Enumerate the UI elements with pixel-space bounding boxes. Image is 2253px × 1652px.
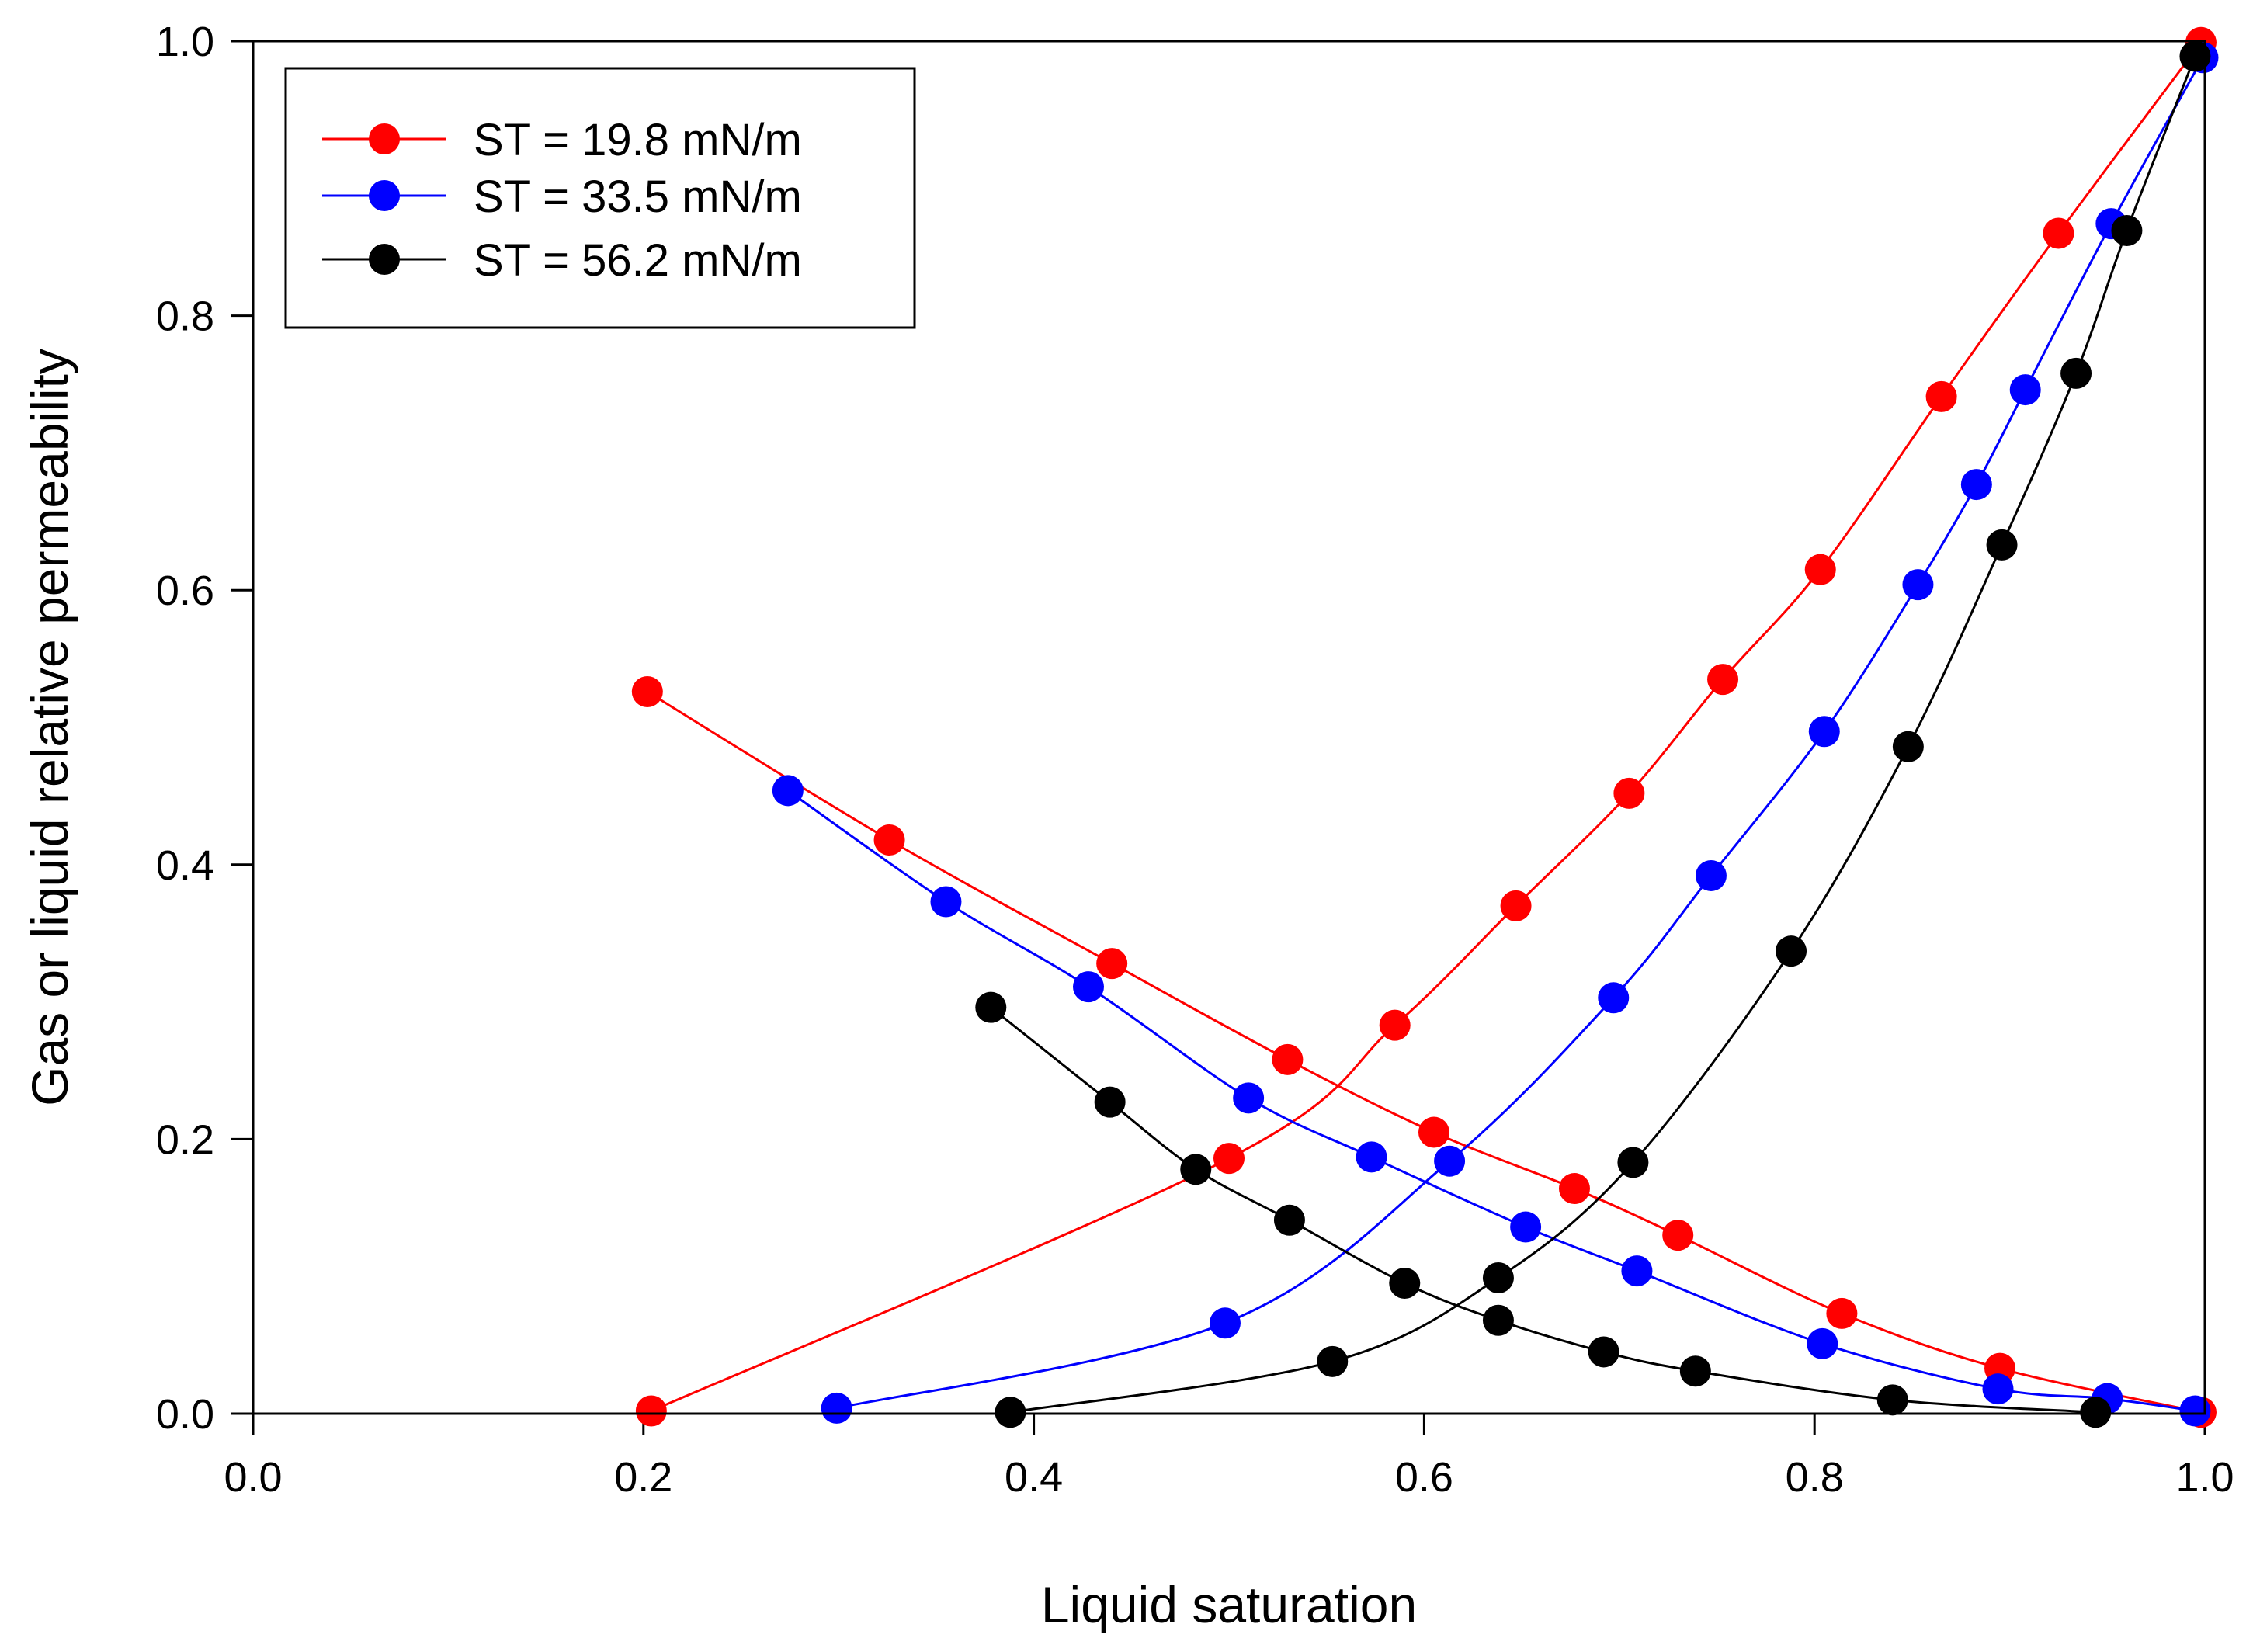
data-point-3-liquid [1617, 1147, 1649, 1178]
data-point-2-liquid [1695, 859, 1727, 891]
data-point-2-liquid [821, 1392, 852, 1424]
x-tick-label: 0.0 [224, 1454, 282, 1501]
data-point-1-liquid [1500, 890, 1532, 921]
data-point-3-liquid [1892, 731, 1924, 762]
x-tick-label: 0.6 [1395, 1454, 1453, 1501]
data-point-3-liquid [1776, 935, 1807, 967]
data-point-1-gas [1096, 948, 1128, 980]
data-point-3-gas [1482, 1304, 1514, 1336]
legend-marker [369, 180, 400, 211]
data-point-2-gas [1510, 1211, 1542, 1243]
data-point-1-liquid [1379, 1009, 1411, 1041]
data-point-3-liquid [2060, 357, 2092, 389]
data-point-3-liquid [2111, 214, 2143, 246]
legend-label: ST = 56.2 mN/m [474, 235, 802, 286]
data-point-2-liquid [2009, 374, 2041, 406]
y-tick-label: 0.0 [156, 1391, 214, 1438]
data-point-3-liquid [995, 1397, 1026, 1428]
y-tick-label: 0.2 [156, 1116, 214, 1163]
data-point-1-liquid [1213, 1143, 1245, 1175]
legend-marker [369, 244, 400, 275]
data-point-1-liquid [1925, 380, 1957, 412]
y-tick-label: 1.0 [156, 19, 214, 65]
data-point-1-liquid [1613, 777, 1645, 809]
data-point-1-gas [1418, 1116, 1449, 1148]
data-point-3-gas [1094, 1086, 1126, 1118]
data-point-3-liquid [2179, 40, 2211, 72]
data-point-2-gas [1807, 1328, 1838, 1359]
data-point-2-liquid [1960, 469, 1992, 501]
series-line-1-gas [647, 690, 2202, 1414]
data-point-2-gas [930, 886, 962, 918]
x-tick-label: 0.2 [614, 1454, 672, 1501]
data-point-3-gas [1679, 1355, 1711, 1387]
data-point-2-gas [2179, 1395, 2211, 1427]
data-point-3-liquid [1317, 1345, 1349, 1377]
data-point-2-liquid [1808, 716, 1840, 748]
data-point-1-liquid [1707, 664, 1739, 696]
data-point-1-gas [1558, 1173, 1590, 1205]
data-point-3-gas [1389, 1268, 1421, 1300]
data-point-3-gas [1876, 1384, 1908, 1416]
y-tick-label: 0.6 [156, 567, 214, 614]
data-point-2-gas [1356, 1141, 1387, 1173]
y-axis-title: Gas or liquid relative permeability [21, 349, 78, 1106]
data-point-2-gas [772, 775, 804, 807]
data-point-1-gas [1662, 1220, 1694, 1251]
data-point-2-gas [1072, 971, 1104, 1003]
data-point-2-liquid [1434, 1145, 1466, 1177]
data-point-1-liquid [1804, 554, 1836, 585]
y-tick-label: 0.4 [156, 842, 214, 889]
data-point-2-liquid [1902, 569, 1934, 601]
legend-marker [369, 123, 400, 154]
legend: ST = 19.8 mN/m ST = 33.5 mN/m ST = 56.2 mN… [284, 67, 916, 329]
data-point-1-gas [1826, 1297, 1858, 1329]
legend-label: ST = 33.5 mN/m [474, 172, 802, 222]
x-axis-title: Liquid saturation [1041, 1576, 1417, 1633]
data-point-3-gas [1273, 1204, 1305, 1236]
series-lines [647, 41, 2204, 1414]
x-tick-label: 0.8 [1786, 1454, 1844, 1501]
data-point-3-liquid [1482, 1262, 1514, 1293]
x-tick-label: 1.0 [2175, 1454, 2234, 1501]
data-point-1-gas [631, 676, 663, 708]
data-point-1-gas [1272, 1043, 1304, 1075]
data-point-1-liquid [2043, 217, 2074, 249]
y-tick-label: 0.8 [156, 293, 214, 340]
data-point-2-liquid [1598, 982, 1630, 1014]
data-point-3-liquid [1986, 529, 2018, 560]
plot-frame [252, 40, 2206, 1415]
data-point-3-gas [1588, 1336, 1619, 1368]
x-tick-label: 0.4 [1005, 1454, 1063, 1501]
data-point-3-gas [1180, 1154, 1212, 1185]
series-points [631, 26, 2219, 1428]
series-line-3-gas [990, 1006, 2096, 1414]
data-point-1-gas [873, 824, 905, 856]
data-point-3-gas [975, 991, 1007, 1023]
legend-label: ST = 19.8 mN/m [474, 115, 802, 165]
series-line-3-liquid [1010, 55, 2196, 1414]
axes: 0.0 0.2 0.4 0.6 0.8 1.0 0.0 0.2 0.4 0.6 0.8 1.0 [156, 19, 2234, 1501]
data-point-2-gas [1621, 1255, 1653, 1287]
data-point-2-gas [1233, 1082, 1265, 1114]
series-line-2-liquid [836, 57, 2204, 1410]
data-point-3-gas [2080, 1397, 2112, 1428]
data-point-1-liquid [635, 1395, 667, 1427]
data-point-2-gas [1982, 1373, 2014, 1405]
data-point-2-liquid [1209, 1307, 1241, 1339]
